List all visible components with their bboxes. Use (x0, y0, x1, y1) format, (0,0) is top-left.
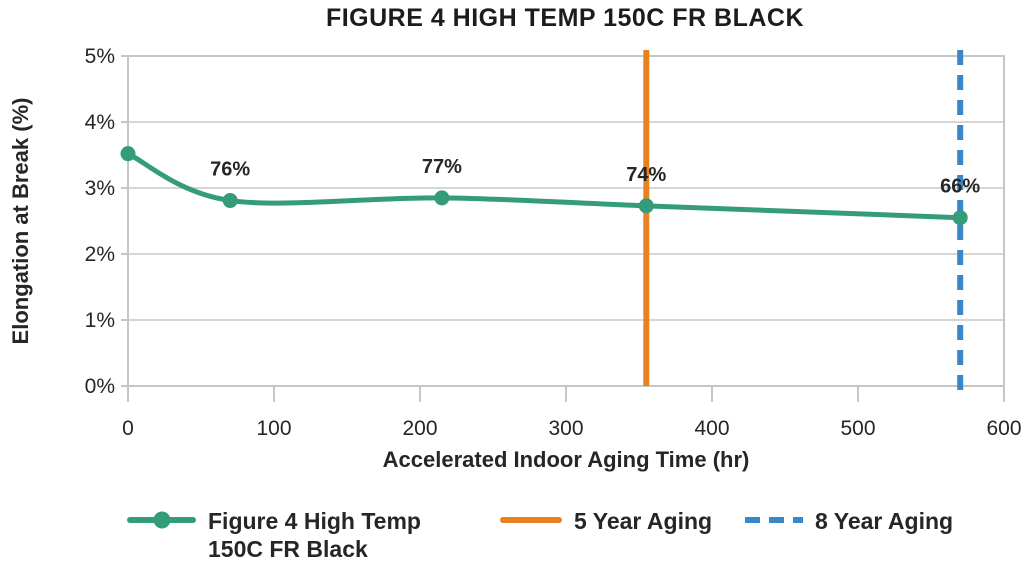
series-line (125, 151, 963, 221)
data-point-marker (434, 190, 450, 206)
y-tick-label: 1% (85, 309, 115, 332)
plot-area: 76% 77% 74% 66% 0% 1% 2% 3% 4% 5% 0 100 200 300 400 500… (85, 45, 1022, 440)
data-point-marker (638, 198, 654, 214)
x-axis-title: Accelerated Indoor Aging Time (hr) (382, 447, 750, 472)
y-tick-label: 0% (85, 375, 115, 398)
legend-item-5-year-aging: 5 Year Aging (500, 507, 712, 535)
legend-item-series: Figure 4 High Temp 150C FR Black (127, 507, 421, 563)
chart-title: FIGURE 4 HIGH TEMP 150C FR BLACK (325, 4, 805, 32)
x-tick-label: 500 (840, 417, 875, 440)
x-tick-label: 600 (986, 417, 1021, 440)
legend-label-series: Figure 4 High Temp 150C FR Black (208, 508, 421, 562)
legend-label-8-year-aging: 8 Year Aging (815, 508, 954, 534)
plot-border (127, 55, 1005, 387)
data-point-label: 76% (210, 159, 250, 181)
x-tick-label: 0 (122, 417, 134, 440)
data-point-marker (120, 146, 136, 162)
data-point-label: 66% (940, 176, 980, 198)
data-point-marker (952, 210, 968, 226)
x-tick-label: 100 (256, 417, 291, 440)
y-tick-label: 3% (85, 177, 115, 200)
chart-legend: Figure 4 High Temp 150C FR Black 5 Year … (0, 507, 1024, 567)
five-year-legend-line-swatch (500, 517, 562, 523)
data-point-label: 74% (626, 164, 666, 186)
data-point-label: 77% (422, 156, 462, 178)
series-legend-marker-dot (153, 511, 170, 529)
eight-year-legend-dashed-swatch (745, 517, 803, 523)
data-point-marker (222, 193, 238, 209)
y-tick-label: 2% (85, 243, 115, 266)
series-legend-line-swatch (127, 511, 196, 529)
x-tick-label: 200 (402, 417, 437, 440)
y-tick-label: 4% (85, 111, 115, 134)
x-tick-label: 300 (548, 417, 583, 440)
legend-item-8-year-aging: 8 Year Aging (745, 507, 953, 535)
x-tick-label: 400 (694, 417, 729, 440)
legend-label-5-year-aging: 5 Year Aging (574, 508, 713, 534)
y-tick-label: 5% (85, 45, 115, 68)
